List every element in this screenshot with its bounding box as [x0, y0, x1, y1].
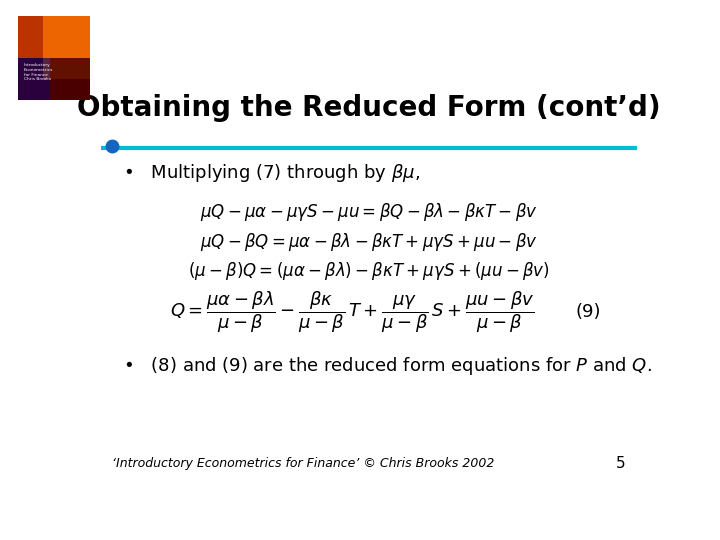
- Text: •   Multiplying (7) through by $\beta\mu$,: • Multiplying (7) through by $\beta\mu$,: [124, 162, 420, 184]
- Text: 5: 5: [616, 456, 626, 471]
- Text: $\mu Q - \mu\alpha - \mu\gamma S - \mu u = \beta Q - \beta\lambda - \beta\kappa : $\mu Q - \mu\alpha - \mu\gamma S - \mu u…: [200, 201, 538, 224]
- Text: $\mu Q - \beta Q = \mu\alpha - \beta\lambda - \beta\kappa T + \mu\gamma S + \mu : $\mu Q - \beta Q = \mu\alpha - \beta\lam…: [200, 231, 538, 253]
- Text: ‘Introductory Econometrics for Finance’ © Chris Brooks 2002: ‘Introductory Econometrics for Finance’ …: [112, 457, 495, 470]
- Bar: [18, 58, 50, 100]
- Text: $Q = \dfrac{\mu\alpha - \beta\lambda}{\mu - \beta} - \dfrac{\beta\kappa}{\mu - \: $Q = \dfrac{\mu\alpha - \beta\lambda}{\m…: [170, 289, 534, 335]
- Bar: [18, 16, 90, 58]
- Bar: [43, 16, 90, 79]
- Text: Introductory
Econometrics
for Finance
Chris Brooks: Introductory Econometrics for Finance Ch…: [24, 63, 53, 82]
- Text: •   (8) and (9) are the reduced form equations for $P$ and $Q$.: • (8) and (9) are the reduced form equat…: [124, 355, 652, 377]
- Bar: [50, 58, 90, 100]
- Text: $(\mu - \beta)Q = (\mu\alpha - \beta\lambda) - \beta\kappa T + \mu\gamma S + (\m: $(\mu - \beta)Q = (\mu\alpha - \beta\lam…: [188, 260, 550, 282]
- Text: Obtaining the Reduced Form (cont’d): Obtaining the Reduced Form (cont’d): [77, 94, 661, 123]
- Text: (9): (9): [575, 303, 601, 321]
